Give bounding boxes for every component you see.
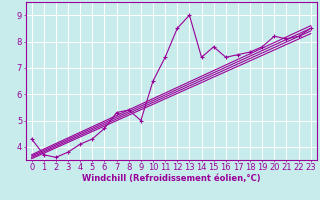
X-axis label: Windchill (Refroidissement éolien,°C): Windchill (Refroidissement éolien,°C)	[82, 174, 260, 183]
